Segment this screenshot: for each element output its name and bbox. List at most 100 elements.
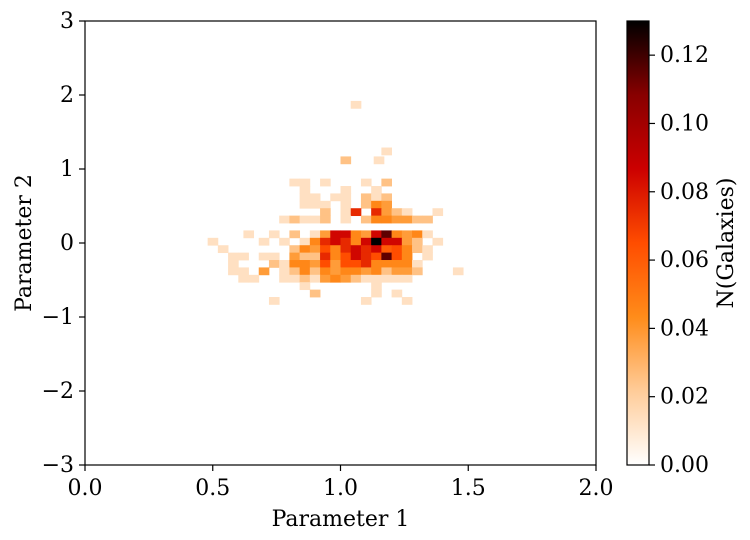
colorbar-tick-label: 0.10 [660, 111, 709, 136]
heatmap-bin [381, 260, 392, 268]
heatmap-bin [320, 260, 331, 268]
heatmap-bin [320, 215, 331, 224]
heatmap-bin [309, 260, 321, 268]
heatmap-bin [289, 274, 301, 283]
heatmap-bin [299, 245, 311, 254]
heatmap-bin [391, 252, 403, 261]
heatmap-bin [432, 208, 444, 217]
heatmap-bin [371, 260, 382, 268]
heatmap-bin [320, 245, 331, 254]
heatmap-bin [360, 267, 372, 276]
heatmap-bin [360, 178, 372, 187]
heatmap-bin [381, 193, 392, 202]
heatmap-bin [350, 274, 362, 283]
heatmap-bin [412, 215, 423, 224]
heatmap-bin [422, 215, 433, 224]
heatmap-bin [391, 289, 403, 298]
heatmap-bin [340, 274, 352, 283]
heatmap-bin [381, 237, 392, 246]
colorbar-tick-label: 0.06 [660, 248, 709, 273]
heatmap-bin [268, 260, 280, 268]
heatmap-bin [391, 237, 403, 246]
heatmap-bin [381, 252, 392, 261]
heatmap-bin [381, 274, 392, 283]
heatmap-bin [360, 252, 372, 261]
heatmap-bin [412, 237, 423, 246]
heatmap-bin [228, 260, 239, 268]
x-axis-ticks: 0.0 0.5 1.0 1.5 2.0 [68, 465, 614, 501]
heatmap-bin [401, 260, 413, 268]
heatmap-bin [309, 267, 321, 276]
heatmap-bin [279, 237, 290, 246]
heatmap-bin [350, 230, 362, 239]
heatmap-bin [289, 215, 301, 224]
heatmap-bin [371, 186, 382, 194]
heatmap-bin [268, 230, 280, 239]
colorbar-label: N(Galaxies) [714, 177, 739, 308]
heatmap-bin [289, 245, 301, 254]
heatmap-bin [412, 230, 423, 239]
heatmap-bin [340, 260, 352, 268]
colorbar [626, 20, 650, 466]
heatmap-bin [309, 289, 321, 298]
heatmap-bin [340, 267, 352, 276]
heatmap-bin [299, 178, 311, 187]
heatmap-bin [289, 252, 301, 261]
heatmap-bin [309, 193, 321, 202]
heatmap-bin [381, 230, 392, 239]
heatmap-bin [340, 237, 352, 246]
heatmap-bin [289, 260, 301, 268]
heatmap-bin [299, 186, 311, 194]
heatmap-bin [401, 267, 413, 276]
heatmap-bin [401, 230, 413, 239]
y-tick-label: −1 [42, 305, 74, 330]
heatmap-bin [340, 208, 352, 217]
heatmap-bin [238, 267, 249, 276]
heatmap-bin [320, 230, 331, 239]
colorbar-tick-label: 0.12 [660, 43, 709, 68]
heatmap-bin [279, 267, 290, 276]
heatmap-bin [330, 260, 341, 268]
heatmap-bin [401, 215, 413, 224]
heatmap-bin [228, 252, 239, 261]
colorbar-tick-label: 0.02 [660, 385, 709, 410]
heatmap-bin [279, 260, 290, 268]
heatmap-bin [371, 274, 382, 283]
heatmap-bin [381, 267, 392, 276]
heatmap-bin [401, 274, 413, 283]
heatmap-bin [268, 252, 280, 261]
heatmap-bin [371, 245, 382, 254]
heatmap-bin [279, 274, 290, 283]
heatmap-bin [309, 230, 321, 239]
heatmap-bin [371, 289, 382, 298]
heatmap-bin [299, 200, 311, 209]
heatmap-bin [320, 252, 331, 261]
heatmap-bin [330, 252, 341, 261]
heatmap-bin [371, 237, 382, 246]
heatmap-bin [422, 245, 433, 254]
x-axis-label: Parameter 1 [272, 507, 410, 532]
heatmap-bin [391, 230, 403, 239]
y-tick-label: −2 [42, 379, 74, 404]
heatmap-bin [340, 200, 352, 209]
heatmap-bin [299, 252, 311, 261]
heatmap-bin [350, 208, 362, 217]
heatmap-bin [371, 252, 382, 261]
heatmap-bin [391, 267, 403, 276]
heatmap-bins [207, 100, 464, 305]
heatmap-bin [207, 237, 219, 246]
y-axis-ticks: −3 −2 −1 0 1 2 3 [42, 9, 85, 478]
heatmap-bin [360, 297, 372, 305]
heatmap-bin [432, 237, 444, 246]
heatmap-bin [299, 274, 311, 283]
heatmap-bin [309, 237, 321, 246]
heatmap-bin [299, 193, 311, 202]
heatmap-bin [340, 230, 352, 239]
heatmap-bin [320, 178, 331, 187]
heatmap-bin [371, 208, 382, 217]
heatmap-bin [340, 156, 352, 165]
heatmap-bin [299, 237, 311, 246]
heatmap-bin [391, 274, 403, 283]
heatmap-bin [381, 208, 392, 217]
heatmap-bin [371, 230, 382, 239]
